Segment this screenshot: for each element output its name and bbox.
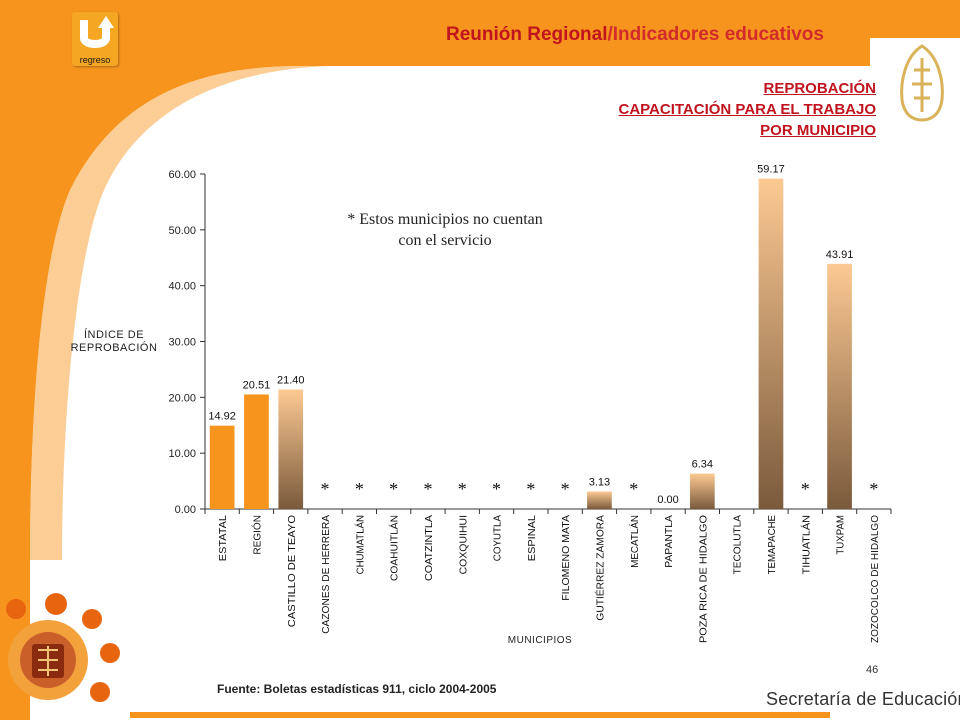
- bar-value-label: 6.34: [692, 459, 713, 471]
- x-category-label: TEMAPACHE: [767, 515, 778, 575]
- title-part1: Reunión Regional: [446, 24, 608, 45]
- no-service-note: * Estos municipios no cuentan con el ser…: [330, 209, 560, 251]
- no-service-marker: *: [423, 479, 432, 499]
- x-category-label: MECATLÁN: [628, 515, 641, 568]
- y-axis-label: ÍNDICE DE: [84, 328, 144, 341]
- x-category-label: PAPANTLA: [664, 515, 675, 568]
- bar-value-label: 14.92: [208, 411, 236, 423]
- y-tick-label: 30.00: [168, 337, 196, 349]
- y-tick-label: 20.00: [168, 392, 196, 404]
- title-part2: /Indicadores educativos: [607, 24, 824, 45]
- x-category-label: TIHUATLÁN: [799, 515, 812, 574]
- chart-bars: [209, 178, 852, 510]
- x-category-label: CHUMATLÁN: [353, 515, 366, 574]
- x-category-label: COAHUITLÁN: [388, 515, 401, 581]
- page-number: 46: [866, 664, 879, 676]
- x-category-label: CAZONES DE HERRERA: [321, 515, 332, 634]
- no-service-marker: *: [389, 479, 398, 499]
- veracruz-glyph-logo: [900, 44, 944, 122]
- y-tick-label: 50.00: [168, 225, 196, 237]
- chart-axes: 0.00 10.00 20.00 30.00 40.00 50.00 60.00 ÍNDICE…: [71, 169, 892, 646]
- bar-value-label: 3.13: [589, 477, 610, 489]
- x-category-label: POZA RICA DE HIDALGO: [698, 515, 709, 643]
- y-tick-label: 10.00: [168, 448, 196, 460]
- no-service-marker: *: [801, 479, 810, 499]
- x-axis-label: MUNICIPIOS: [508, 635, 572, 646]
- bar-castillo-de-teayo: [278, 389, 304, 509]
- bar-temapache: [758, 178, 784, 510]
- note-line-1: * Estos municipios no cuentan: [347, 211, 543, 228]
- x-category-label: ESTATAL: [218, 515, 229, 562]
- source-note: Fuente: Boletas estadísticas 911, ciclo …: [217, 682, 497, 696]
- y-tick-label: 60.00: [168, 169, 196, 181]
- x-category-label: TECOLUTLA: [733, 515, 744, 575]
- chart-labels: 14.92 ESTATAL 20.51 REGIÓN 21.40 CASTILLO DE …: [208, 164, 880, 643]
- x-category-label: ZOZOCOLCO DE HIDALGO: [870, 515, 881, 643]
- subtitle-line-3: POR MUNICIPIO: [760, 122, 876, 139]
- x-category-label: REGIÓN: [250, 515, 263, 555]
- y-tick-label: 0.00: [175, 504, 196, 516]
- no-service-marker: *: [355, 479, 364, 499]
- page-title: Reunión Regional/Indicadores educativos: [446, 24, 824, 46]
- x-category-label: COATZINTLA: [424, 515, 435, 581]
- bar-value-label: 21.40: [277, 375, 305, 387]
- bar-value-label: 0.00: [657, 494, 678, 506]
- back-button-label: regreso: [79, 55, 111, 65]
- no-service-marker: *: [561, 479, 570, 499]
- bar-chart: 0.00 10.00 20.00 30.00 40.00 50.00 60.00 ÍNDICE…: [71, 164, 892, 646]
- back-button[interactable]: regreso: [72, 12, 118, 66]
- x-category-label: COXQUIHUI: [458, 515, 469, 574]
- no-service-marker: *: [869, 479, 878, 499]
- subtitle-line-2: CAPACITACIÓN PARA EL TRABAJO: [618, 101, 876, 118]
- x-category-label: FILOMENO MATA: [561, 515, 572, 601]
- bar-estatal: [209, 425, 235, 509]
- bar-guti-rrez-zamora: [587, 491, 612, 509]
- bar-value-label: 20.51: [243, 379, 271, 391]
- footer-secretaria: Secretaría de Educación: [766, 689, 960, 709]
- y-axis-label: REPROBACIÓN: [71, 341, 158, 354]
- bar-regi-n: [244, 394, 269, 509]
- x-category-label: CASTILLO DE TEAYO: [287, 515, 298, 627]
- no-service-marker: *: [458, 479, 467, 499]
- state-seal-logo: [6, 593, 120, 702]
- note-line-2: con el servicio: [398, 232, 492, 249]
- bar-poza-rica-de-hidalgo: [690, 473, 715, 509]
- y-tick-label: 40.00: [168, 281, 196, 293]
- no-service-marker: *: [526, 479, 535, 499]
- no-service-marker: *: [492, 479, 501, 499]
- x-category-label: ESPINAL: [527, 515, 538, 562]
- x-category-label: COYUTLA: [493, 515, 504, 562]
- bar-value-label: 59.17: [757, 164, 785, 176]
- subtitle-line-1: REPROBACIÓN: [763, 80, 876, 97]
- no-service-marker: *: [321, 479, 330, 499]
- bar-value-label: 43.91: [826, 249, 854, 261]
- x-category-label: TUXPAM: [836, 515, 847, 555]
- bar-tuxpam: [827, 263, 852, 509]
- x-category-label: GUTIÉRREZ ZAMORA: [593, 515, 606, 621]
- u-turn-arrow-icon: [80, 16, 114, 48]
- subtitle-block: REPROBACIÓN CAPACITACIÓN PARA EL TRABAJO…: [618, 78, 876, 141]
- no-service-marker: *: [629, 479, 638, 499]
